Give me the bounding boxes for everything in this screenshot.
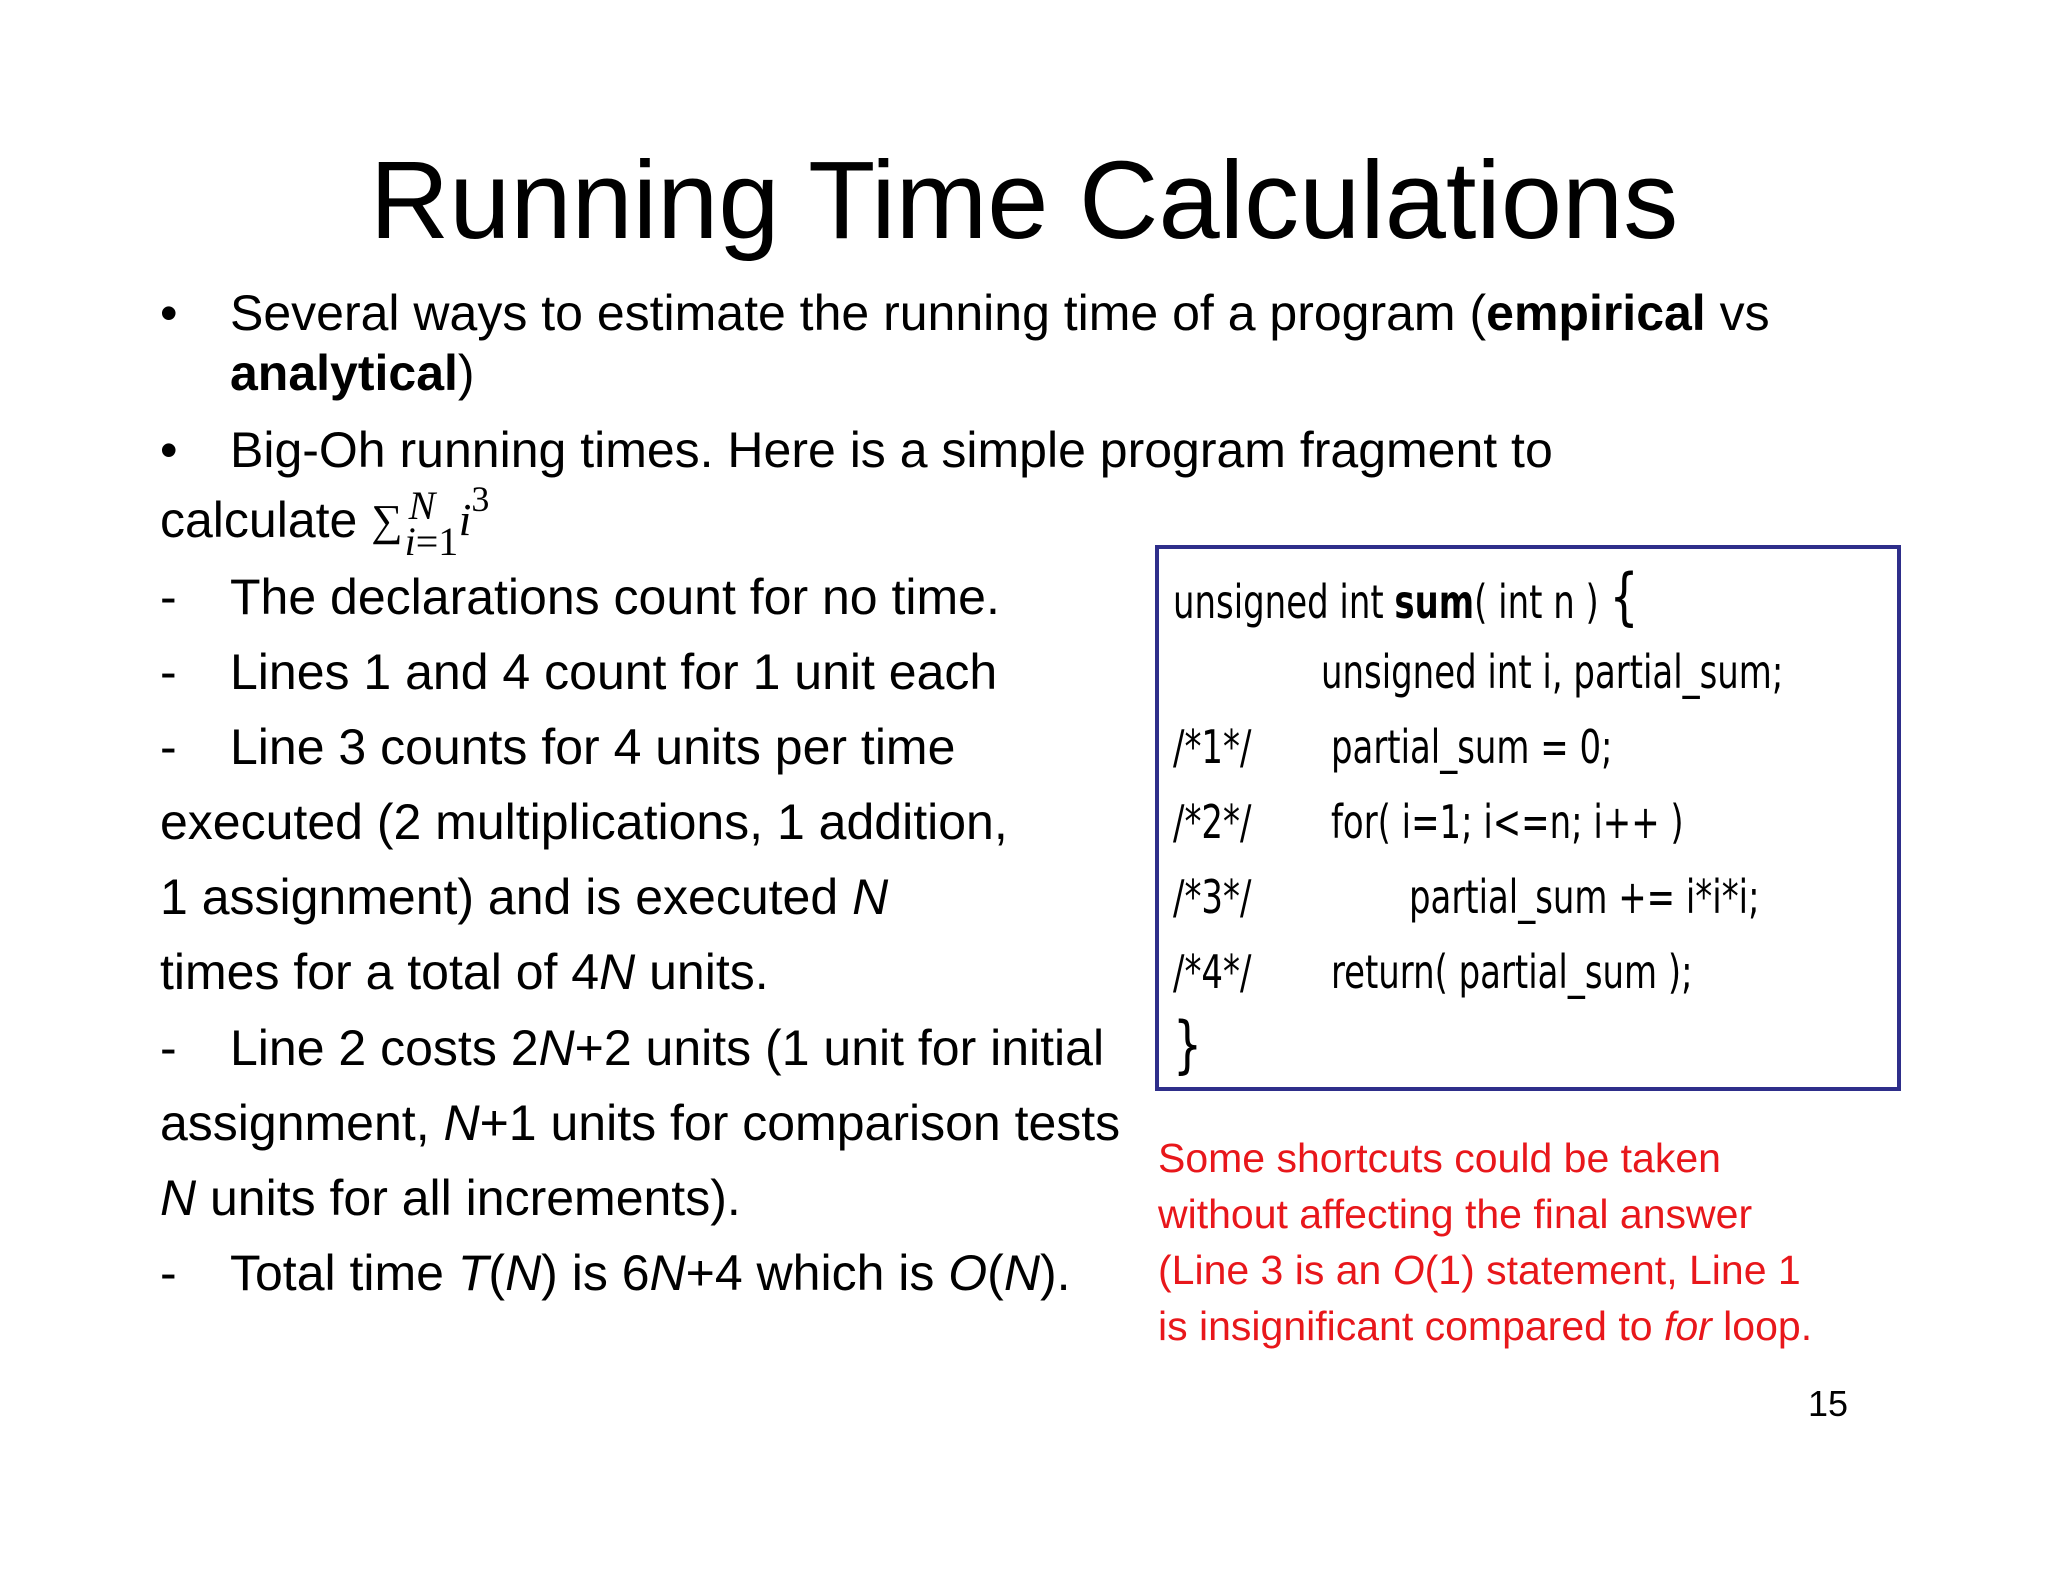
text-bold: analytical [230,345,458,401]
page-number: 15 [1808,1383,1849,1424]
text-segment: is insignificant compared to [1158,1303,1664,1349]
code-signature: unsigned int sum( int n ) { [1173,566,1639,630]
code-label-1: /*1*/ [1173,720,1252,774]
dash-item-line-3-l2: executed (2 multiplications, 1 addition, [160,794,1008,850]
dash-item-total-time: Total time T(N) is 6N+4 which is O(N). [230,1243,1070,1303]
note-line-1: Some shortcuts could be taken [1158,1135,1721,1181]
code-label-3: /*3*/ [1173,870,1252,924]
text-segment: +4 which is [685,1245,949,1301]
text-segment: ). [1039,1245,1071,1301]
text-italic: N [852,869,889,925]
note-line-2: without affecting the final answer [1158,1191,1753,1237]
text-segment: times for a total of 4 [160,944,600,1000]
dash-item-line-2-l1: Line 2 costs 2N+2 units (1 unit for init… [230,1018,1104,1078]
text-segment: Line 2 costs 2 [230,1020,539,1076]
text-italic: N [1003,1245,1040,1301]
dash-item-line-3-l3: 1 assignment) and is executed N [160,867,888,927]
upper-limit: N [408,483,436,528]
text-segment: assignment, [160,1095,444,1151]
text-italic: N [538,1020,575,1076]
bullet-1-line-1: Several ways to estimate the running tim… [230,283,1770,343]
text-segment: (1) statement, Line 1 [1424,1247,1801,1293]
code-line-2: for( i=1; i<=n; i++ ) [1331,795,1684,849]
dash-marker: - [160,569,177,625]
code-box: unsigned int sum( int n ) { unsigned int… [1155,545,1901,1091]
dash-item-declarations: The declarations count for no time. [230,569,1000,625]
dash-item-line-2-l2: assignment, N+1 units for comparison tes… [160,1093,1120,1153]
code-close-brace: } [1173,1008,1203,1081]
dash-marker: - [160,1245,177,1301]
dash-marker: - [160,644,177,700]
text-segment: calculate [160,492,372,548]
text-italic: N [599,944,636,1000]
code-label-4: /*4*/ [1173,945,1252,999]
lower-limit-value: =1 [415,519,459,564]
code-open-brace: { [1609,560,1639,633]
code-text: ( int n ) [1474,575,1610,629]
summand-var: i [458,494,472,545]
lower-limit: i=1 [405,512,459,572]
text-italic: N [160,1170,197,1226]
text-bold: empirical [1486,285,1706,341]
code-label-2: /*2*/ [1173,795,1252,849]
bullet-marker: • [160,422,178,478]
text-italic: for [1663,1303,1712,1349]
dash-item-line-2-l3: N units for all increments). [160,1168,741,1228]
text-segment: +2 units (1 unit for initial [574,1020,1105,1076]
text-segment: units for all increments). [196,1170,741,1226]
text-segment: loop. [1711,1303,1813,1349]
text-segment: ) is 6 [541,1245,650,1301]
bullet-1-line-2: analytical) [230,343,475,403]
sigma-symbol: ∑ [371,496,403,545]
text-segment: units. [635,944,769,1000]
lower-limit-var: i [404,519,416,564]
dash-item-line-3-l1: Line 3 counts for 4 units per time [230,719,956,775]
dash-item-lines-1-4: Lines 1 and 4 count for 1 unit each [230,644,998,700]
text-segment: Several ways to estimate the running tim… [230,285,1487,341]
text-italic: N [443,1095,480,1151]
note-line-4: is insignificant compared to for loop. [1158,1298,1948,1354]
dash-item-line-3-l4: times for a total of 4N units. [160,942,769,1002]
text-italic: N [649,1245,686,1301]
dash-marker: - [160,1020,177,1076]
text-segment: ( [987,1245,1004,1301]
dash-marker: - [160,719,177,775]
code-declaration: unsigned int i, partial_sum; [1321,645,1784,699]
text-segment: vs [1705,285,1770,341]
code-function-name: sum [1394,575,1475,629]
text-italic: N [505,1245,542,1301]
exponent: 3 [471,479,490,519]
note-line-3: (Line 3 is an O(1) statement, Line 1 [1158,1242,1948,1298]
text-segment: 1 assignment) and is executed [160,869,853,925]
code-line-3: partial_sum += i*i*i; [1409,870,1760,924]
slide-title: Running Time Calculations [369,139,1679,262]
code-line-4: return( partial_sum ); [1331,945,1693,999]
text-italic: T [457,1245,489,1301]
text-segment: Total time [230,1245,458,1301]
shortcut-note: Some shortcuts could be taken without af… [1158,1130,1948,1354]
text-italic: O [1392,1247,1425,1293]
bullet-2-line-1: Big-Oh running times. Here is a simple p… [230,422,1553,478]
text-segment: (Line 3 is an [1158,1247,1393,1293]
code-text: unsigned int [1173,575,1395,629]
text-italic: O [948,1245,988,1301]
text-segment: ( [488,1245,506,1301]
bullet-marker: • [160,285,178,341]
text-segment: ) [457,345,475,401]
code-line-1: partial_sum = 0; [1331,720,1613,774]
text-segment: +1 units for comparison tests [479,1095,1121,1151]
